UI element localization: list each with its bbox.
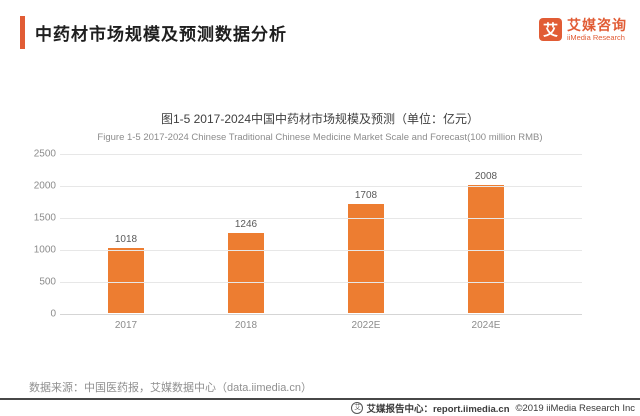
x-tick-label: 2022E	[351, 320, 381, 331]
bar-slot-2018: 1246	[186, 154, 306, 313]
plot-area: 1018 1246 1708 2008	[60, 154, 582, 315]
x-tick-label: 2018	[234, 320, 258, 331]
y-tick-label: 500	[39, 276, 56, 288]
page-title: 中药材市场规模及预测数据分析	[35, 25, 287, 44]
x-tick-label: 2017	[114, 320, 138, 331]
copyright-text: ©2019 iiMedia Research Inc	[515, 402, 635, 414]
x-axis: 2017 2018 2022E 2024E	[60, 320, 582, 331]
bar-2018	[228, 233, 264, 313]
gridline	[60, 218, 582, 219]
y-tick-label: 1500	[33, 212, 56, 224]
bar-value-label: 1018	[114, 233, 138, 245]
bar-value-label: 1708	[354, 189, 378, 201]
footer-divider	[0, 398, 640, 400]
iimedia-globe-icon: 艾	[351, 402, 364, 414]
brand-name-cn: 艾媒咨询	[567, 17, 627, 33]
bar-chart: 0 500 1000 1500 2000 2500 1018 1246 1708 2008	[20, 149, 582, 320]
chart-subtitle: Figure 1-5 2017-2024 Chinese Traditional…	[97, 132, 543, 143]
bar-2017	[108, 247, 144, 313]
brand-name-en: iiMedia Research	[567, 33, 625, 42]
gridline	[60, 154, 582, 155]
y-tick-label: 2500	[33, 148, 56, 160]
bars-row: 1018 1246 1708 2008	[66, 154, 546, 313]
bar-slot-2017: 1018	[66, 154, 186, 313]
report-center-text: 艾媒报告中心：report.iimedia.cn	[366, 404, 510, 415]
y-tick-label: 1000	[33, 244, 56, 256]
bar-2022E	[348, 203, 384, 313]
gridline	[60, 282, 582, 283]
gridline	[60, 250, 582, 251]
chart-title: 图1-5 2017-2024中国中药材市场规模及预测（单位：亿元）	[160, 112, 480, 126]
y-axis: 0 500 1000 1500 2000 2500	[20, 149, 60, 320]
bar-value-label: 2008	[474, 170, 498, 182]
footer-bar: 艾 艾媒报告中心：report.iimedia.cn ©2019 iiMedia…	[0, 400, 640, 416]
title-accent-bar	[20, 16, 25, 49]
brand-logo: 艾 艾媒咨询 iiMedia Research	[539, 18, 627, 42]
bar-2024E	[468, 184, 504, 313]
bar-slot-2022E: 1708	[306, 154, 426, 313]
gridline	[60, 314, 582, 315]
y-tick-label: 0	[50, 308, 56, 320]
y-tick-label: 2000	[33, 180, 56, 192]
bar-value-label: 1246	[234, 219, 258, 231]
iimedia-logo-icon: 艾	[539, 18, 562, 42]
data-source: 数据来源：中国医药报，艾媒数据中心（data.iimedia.cn）	[29, 382, 312, 394]
bar-slot-2024E: 2008	[426, 154, 546, 313]
gridline	[60, 186, 582, 187]
header: 中药材市场规模及预测数据分析	[20, 16, 287, 49]
x-tick-label: 2024E	[471, 320, 501, 331]
